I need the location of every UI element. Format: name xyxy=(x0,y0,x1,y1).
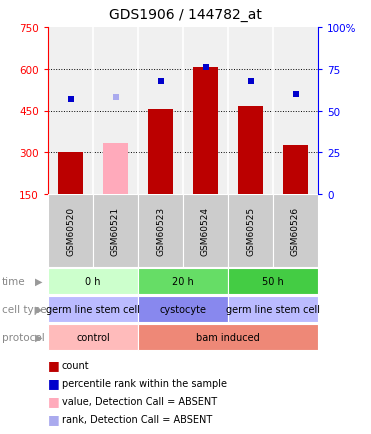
Text: germ line stem cell: germ line stem cell xyxy=(226,304,320,314)
Bar xyxy=(48,297,138,322)
Bar xyxy=(183,194,228,267)
Bar xyxy=(48,325,138,350)
Bar xyxy=(228,269,318,294)
Text: GSM60526: GSM60526 xyxy=(291,207,300,256)
Bar xyxy=(103,143,128,194)
Text: ▶: ▶ xyxy=(35,304,42,314)
Text: time: time xyxy=(2,276,26,286)
Bar xyxy=(48,194,93,267)
Bar xyxy=(273,194,318,267)
Text: 0 h: 0 h xyxy=(85,276,101,286)
Text: GSM60525: GSM60525 xyxy=(246,207,255,256)
Text: bam induced: bam induced xyxy=(196,332,260,342)
Bar xyxy=(138,269,228,294)
Text: ■: ■ xyxy=(48,377,60,390)
Text: ■: ■ xyxy=(48,358,60,372)
Text: protocol: protocol xyxy=(2,332,45,342)
Text: GSM60521: GSM60521 xyxy=(111,207,120,256)
Text: ▶: ▶ xyxy=(35,276,42,286)
Text: ▶: ▶ xyxy=(35,332,42,342)
Text: 20 h: 20 h xyxy=(172,276,194,286)
Bar xyxy=(148,110,173,194)
Text: 50 h: 50 h xyxy=(262,276,284,286)
Text: count: count xyxy=(62,360,90,370)
Bar xyxy=(228,297,318,322)
Text: control: control xyxy=(76,332,110,342)
Bar xyxy=(138,325,318,350)
Text: cystocyte: cystocyte xyxy=(160,304,207,314)
Text: ■: ■ xyxy=(48,413,60,425)
Text: GSM60524: GSM60524 xyxy=(201,207,210,256)
Bar xyxy=(238,107,263,194)
Text: GDS1906 / 144782_at: GDS1906 / 144782_at xyxy=(109,8,262,22)
Text: germ line stem cell: germ line stem cell xyxy=(46,304,140,314)
Text: cell type: cell type xyxy=(2,304,47,314)
Bar xyxy=(93,194,138,267)
Text: value, Detection Call = ABSENT: value, Detection Call = ABSENT xyxy=(62,396,217,406)
Bar xyxy=(193,68,218,194)
Bar xyxy=(58,153,83,194)
Bar xyxy=(283,146,308,194)
Text: ■: ■ xyxy=(48,395,60,408)
Text: GSM60523: GSM60523 xyxy=(156,207,165,256)
Text: GSM60520: GSM60520 xyxy=(66,207,75,256)
Bar xyxy=(138,194,183,267)
Text: percentile rank within the sample: percentile rank within the sample xyxy=(62,378,227,388)
Text: rank, Detection Call = ABSENT: rank, Detection Call = ABSENT xyxy=(62,414,212,424)
Bar xyxy=(138,297,228,322)
Bar xyxy=(48,269,138,294)
Bar xyxy=(228,194,273,267)
